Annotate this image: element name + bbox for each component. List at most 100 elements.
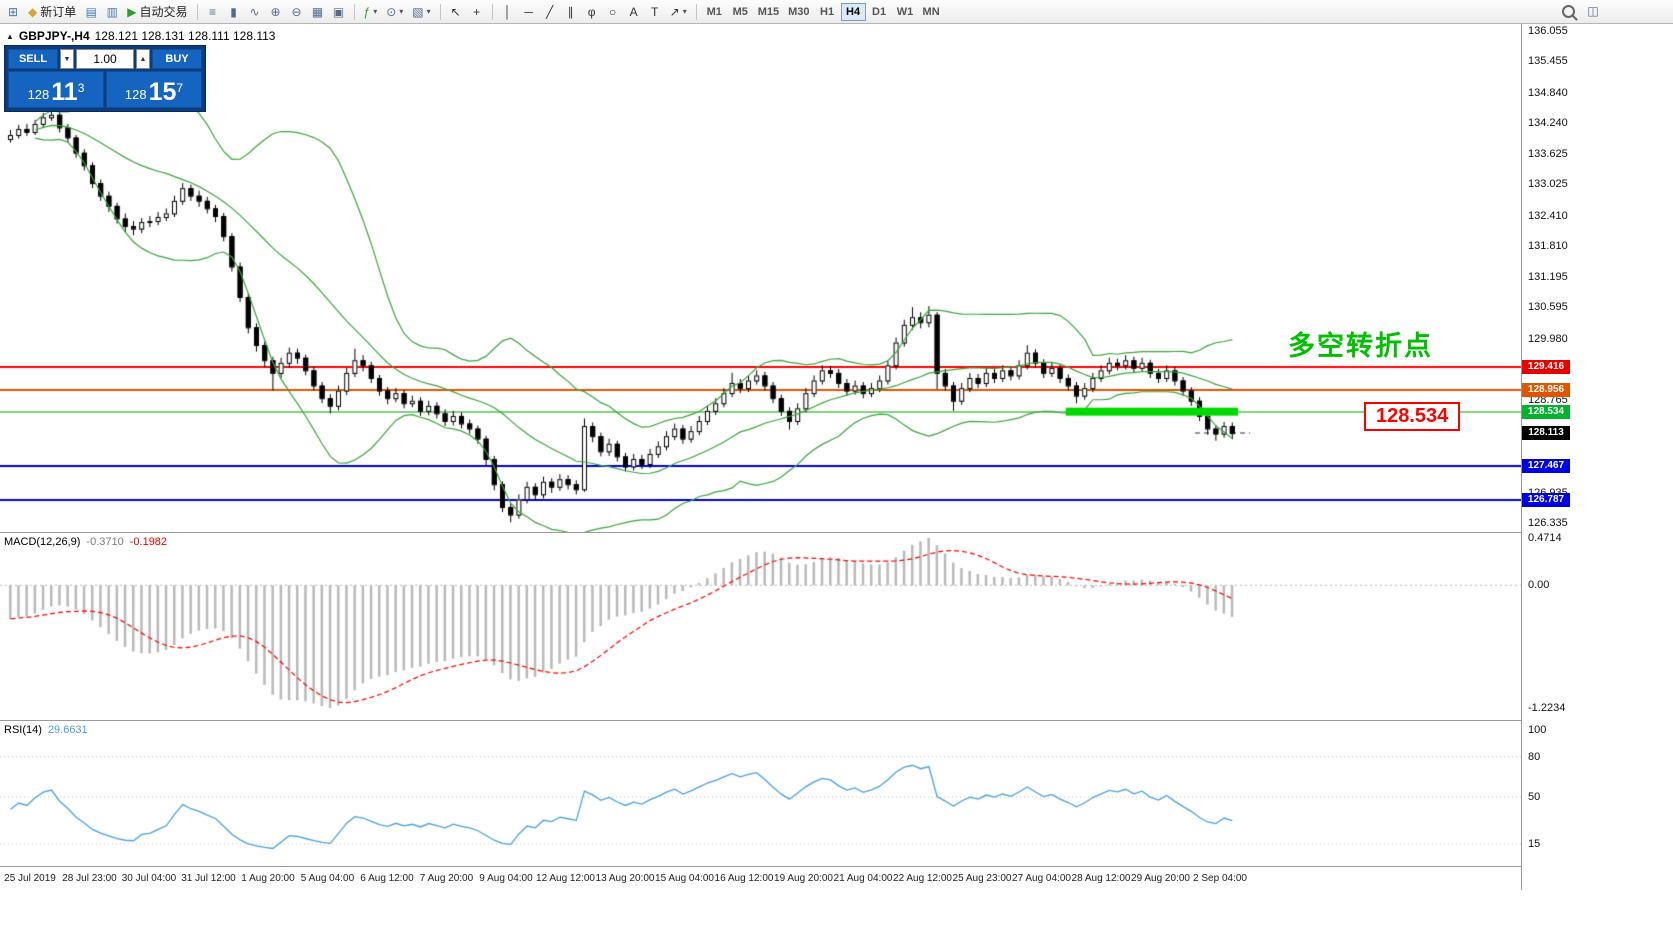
rsi-scale-label: 50 xyxy=(1528,791,1541,803)
toolbar-separator xyxy=(695,3,697,20)
sell-button[interactable]: SELL xyxy=(8,49,58,69)
timeframe-h1-button[interactable]: H1 xyxy=(815,3,840,21)
time-tick-label: 13 Aug 20:00 xyxy=(595,873,655,884)
macd-title: MACD(12,26,9) xyxy=(4,536,81,548)
volume-input[interactable]: 1.00 xyxy=(76,49,134,69)
time-tick-label: 15 Aug 04:00 xyxy=(655,873,714,884)
time-axis-separator xyxy=(0,866,1673,867)
channel-icon: ∥ xyxy=(567,4,574,19)
price-tick-label: 134.240 xyxy=(1528,116,1568,129)
data-window-button[interactable]: ◫ xyxy=(1583,1,1603,21)
volume-down-button[interactable]: ▼ xyxy=(60,49,74,69)
candle-chart-button[interactable]: ▮ xyxy=(224,2,244,22)
ohlc-quotes: 128.121 128.131 128.111 128.113 xyxy=(94,29,276,43)
timeframe-w1-button[interactable]: W1 xyxy=(893,3,918,21)
macd-panel-canvas[interactable] xyxy=(0,532,1521,720)
profiles-icon: ▤ xyxy=(85,4,97,19)
zoom-in-button[interactable]: ⊕ xyxy=(266,2,286,22)
new-chart-icon: ⊞ xyxy=(7,4,19,19)
dropdown-arrow-icon: ▾ xyxy=(399,7,404,16)
fibonacci-button[interactable]: φ xyxy=(582,2,602,22)
time-tick-label: 31 Jul 12:00 xyxy=(181,873,236,884)
level-price-label[interactable]: 128.534 xyxy=(1364,402,1461,431)
vertical-line-button[interactable]: │ xyxy=(498,2,518,22)
chart-list-icon: ▥ xyxy=(106,4,118,19)
time-tick-label: 9 Aug 04:00 xyxy=(479,873,533,884)
macd-indicator-label: MACD(12,26,9) -0.3710 -0.1982 xyxy=(4,536,167,548)
buy-button[interactable]: BUY xyxy=(152,49,202,69)
turning-point-annotation[interactable]: 多空转折点 xyxy=(1288,331,1433,361)
templates-button[interactable]: ▧ ▾ xyxy=(408,2,434,22)
price-badge-128.534: 128.534 xyxy=(1522,404,1570,419)
zoom-out-button[interactable]: ⊖ xyxy=(287,2,307,22)
text-label-button[interactable]: T xyxy=(645,2,665,22)
oneclick-toggle-icon[interactable]: ▲ xyxy=(6,31,14,41)
timeframe-m5-button[interactable]: M5 xyxy=(728,3,753,21)
crosshair-button[interactable]: + xyxy=(467,2,487,22)
timeframe-h4-button[interactable]: H4 xyxy=(840,2,866,21)
timeframe-m15-button[interactable]: M15 xyxy=(754,3,783,21)
chart-list-button[interactable]: ▥ xyxy=(102,2,122,22)
sell-price-prefix: 128 xyxy=(27,87,50,102)
dropdown-arrow-icon: ▾ xyxy=(682,7,687,16)
cursor-icon: ↖ xyxy=(450,4,461,19)
auto-scroll-button[interactable]: ▣ xyxy=(329,2,349,22)
price-axis[interactable]: 136.055 135.455 134.840 134.240 133.625 133.0… xyxy=(1521,24,1673,890)
toolbar-right: ◫ xyxy=(1558,1,1603,21)
price-tick-label: 133.625 xyxy=(1528,148,1568,160)
arrows-icon: ↗ xyxy=(669,4,680,19)
bar-chart-button[interactable]: ≡ xyxy=(203,2,223,22)
tile-windows-icon: ▦ xyxy=(311,4,324,19)
macd-panel-separator[interactable] xyxy=(0,532,1673,533)
periods-button[interactable]: ⊙ ▾ xyxy=(382,2,407,22)
new-order-button[interactable]: ◆ 新订单 xyxy=(24,2,80,22)
timeframe-d1-button[interactable]: D1 xyxy=(867,3,892,21)
buy-price-sup: 7 xyxy=(176,81,184,95)
time-tick-label: 2 Sep 04:00 xyxy=(1193,873,1247,884)
trend-line-button[interactable]: ╱ xyxy=(540,2,560,22)
arrows-button[interactable]: ↗ ▾ xyxy=(666,2,691,22)
time-axis[interactable]: 25 Jul 2019 28 Jul 23:00 30 Jul 04:00 31 Ju… xyxy=(0,866,1521,890)
new-chart-button[interactable]: ⊞ xyxy=(3,2,23,22)
trend-line-icon: ╱ xyxy=(546,4,554,19)
line-chart-button[interactable]: ∿ xyxy=(245,2,265,22)
rsi-panel-canvas[interactable] xyxy=(0,720,1521,866)
macd-scale-label: -1.2234 xyxy=(1528,702,1566,714)
sell-price-display[interactable]: 128 11 3 xyxy=(8,71,104,108)
tile-windows-button[interactable]: ▦ xyxy=(308,2,328,22)
search-button[interactable] xyxy=(1558,1,1579,21)
timeframe-m30-button[interactable]: M30 xyxy=(784,3,813,21)
auto-trading-button[interactable]: ▶ 自动交易 xyxy=(123,2,191,22)
horizontal-line-icon: ─ xyxy=(524,4,533,19)
time-tick-label: 21 Aug 04:00 xyxy=(833,873,893,884)
price-tick-label: 134.840 xyxy=(1528,86,1568,99)
price-badge-129.416: 129.416 xyxy=(1522,360,1570,375)
order-controls-row: SELL ▼ 1.00 ▲ BUY xyxy=(8,49,202,69)
symbol-title: GBPJPY-,H4 xyxy=(18,29,90,43)
time-tick-label: 25 Jul 2019 xyxy=(4,873,56,884)
indicators-button[interactable]: ƒ ▾ xyxy=(360,2,382,22)
auto-scroll-icon: ▣ xyxy=(332,4,345,19)
profiles-button[interactable]: ▤ xyxy=(81,2,101,22)
channel-button[interactable]: ∥ xyxy=(561,2,581,22)
shapes-button[interactable]: ○ xyxy=(603,2,623,22)
price-tick-label: 136.055 xyxy=(1528,25,1568,37)
templates-icon: ▧ xyxy=(412,4,424,19)
rsi-indicator-label: RSI(14) 29.6631 xyxy=(4,724,88,736)
dropdown-arrow-icon: ▾ xyxy=(373,7,378,16)
buy-price-display[interactable]: 128 15 7 xyxy=(106,71,202,108)
cursor-button[interactable]: ↖ xyxy=(446,2,466,22)
horizontal-line-button[interactable]: ─ xyxy=(519,2,539,22)
rsi-panel-separator[interactable] xyxy=(0,720,1673,721)
timeframe-m1-button[interactable]: M1 xyxy=(702,3,727,21)
volume-up-button[interactable]: ▲ xyxy=(136,49,150,69)
price-chart-canvas[interactable] xyxy=(0,24,1521,532)
buy-price-prefix: 128 xyxy=(124,87,147,102)
timeframe-mn-button[interactable]: MN xyxy=(919,3,944,21)
bar-chart-icon: ≡ xyxy=(208,4,216,19)
line-chart-icon: ∿ xyxy=(249,4,260,19)
chart-window[interactable]: 136.055 135.455 134.840 134.240 133.625 133.0… xyxy=(0,24,1673,946)
candle-chart-icon: ▮ xyxy=(230,4,237,19)
text-button[interactable]: A xyxy=(624,2,644,22)
